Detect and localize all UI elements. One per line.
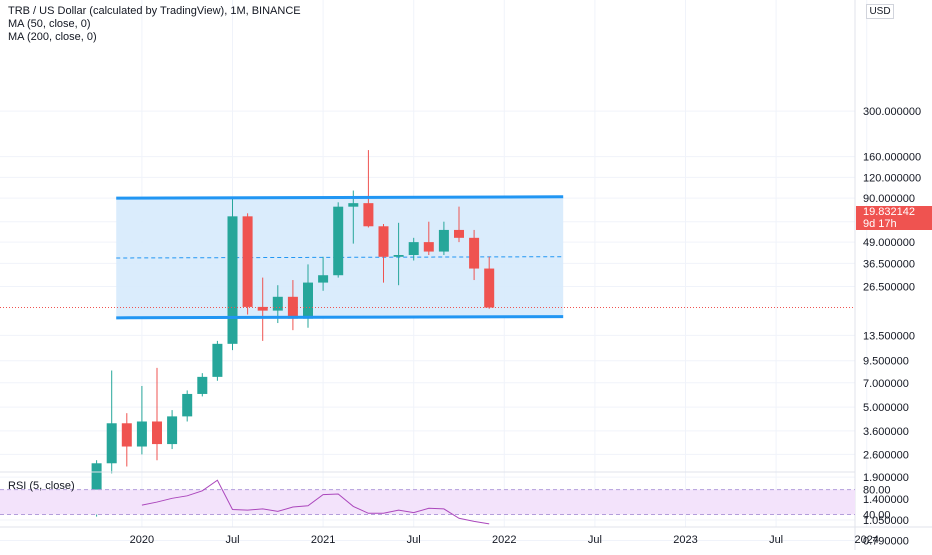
price-tick-label: 13.500000 xyxy=(863,330,915,342)
candle xyxy=(242,213,253,315)
candle xyxy=(136,385,147,455)
candle-countdown: 9d 17h xyxy=(856,218,932,230)
candle xyxy=(423,221,434,256)
price-tick-label: 5.000000 xyxy=(863,402,909,414)
candle xyxy=(121,413,132,467)
time-tick-label: 2021 xyxy=(311,534,335,546)
price-tick-label: 26.500000 xyxy=(863,282,915,294)
currency-label[interactable]: USD xyxy=(866,4,894,19)
time-tick-label: Jul xyxy=(588,534,602,546)
candle-body xyxy=(182,393,193,417)
candle-body xyxy=(423,242,434,252)
candle xyxy=(152,367,162,461)
candle-body xyxy=(212,343,223,377)
rsi-band xyxy=(0,489,855,515)
candle-body xyxy=(363,203,374,227)
candle-body xyxy=(91,463,102,505)
time-tick-label: 2024 xyxy=(854,534,878,546)
candle xyxy=(287,280,298,331)
candle xyxy=(333,202,344,278)
rsi-line xyxy=(141,479,490,525)
time-tick-label: Jul xyxy=(225,534,239,546)
candle xyxy=(197,373,208,397)
price-tick-label: 160.000000 xyxy=(863,152,921,164)
channel-upper-line xyxy=(116,195,564,200)
candle xyxy=(408,237,419,261)
rsi-tick-label: 40.00 xyxy=(863,510,891,522)
time-tick-label: 2020 xyxy=(130,534,154,546)
candle-body xyxy=(272,296,283,311)
price-tick-label: 300.000000 xyxy=(863,106,921,118)
candle-body xyxy=(257,306,268,311)
candle xyxy=(469,229,480,281)
channel-lower-line xyxy=(116,315,564,320)
rsi-tick-label: 80.00 xyxy=(863,485,891,497)
price-tick-label: 2.600000 xyxy=(863,449,909,461)
candle-body xyxy=(227,216,238,344)
candle-body xyxy=(242,216,253,307)
candle xyxy=(454,206,464,243)
candle-body xyxy=(152,421,162,445)
candle xyxy=(484,256,495,309)
time-tick-label: 2023 xyxy=(673,534,697,546)
candle xyxy=(363,150,374,228)
candle-body xyxy=(136,421,147,447)
last-price-tag: 19.832142 xyxy=(856,206,932,218)
candle-body xyxy=(333,206,344,276)
price-tick-label: 1.900000 xyxy=(863,472,909,484)
candle-body xyxy=(438,229,449,252)
candle xyxy=(167,410,178,450)
candle xyxy=(182,390,193,422)
candle-body xyxy=(318,275,329,283)
time-tick-label: 2022 xyxy=(492,534,516,546)
candle xyxy=(393,222,404,286)
price-tick-label: 9.500000 xyxy=(863,356,909,368)
candle xyxy=(348,190,359,244)
price-tick-label: 0.790000 xyxy=(863,536,909,548)
candle xyxy=(227,198,238,351)
price-tick-label: 1.400000 xyxy=(863,494,909,506)
candle-body xyxy=(167,416,178,445)
time-tick-label: Jul xyxy=(769,534,783,546)
legend-title: TRB / US Dollar (calculated by TradingVi… xyxy=(8,5,301,17)
price-tick-label: 90.000000 xyxy=(863,193,915,205)
legend-ma50[interactable]: MA (50, close, 0) xyxy=(8,18,91,30)
candle-body xyxy=(197,376,208,394)
price-tick-label: 3.600000 xyxy=(863,426,909,438)
price-tick-label: 36.500000 xyxy=(863,258,915,270)
candle-body xyxy=(121,423,132,447)
candle-body xyxy=(287,296,298,319)
candle-body xyxy=(393,255,404,257)
price-tick-label: 49.000000 xyxy=(863,237,915,249)
candle xyxy=(378,223,389,283)
candle xyxy=(106,370,117,474)
candle-body xyxy=(469,237,480,269)
candle-body xyxy=(106,423,117,464)
candle xyxy=(318,256,329,291)
candle-body xyxy=(408,242,419,256)
candle-body xyxy=(348,203,359,207)
price-tick-label: 120.000000 xyxy=(863,172,921,184)
price-tick-label: 1.050000 xyxy=(863,515,909,527)
candle-body xyxy=(484,268,495,308)
candle xyxy=(438,221,449,256)
channel-midline xyxy=(116,256,564,259)
price-tick-label: 7.000000 xyxy=(863,378,909,390)
time-tick-label: Jul xyxy=(407,534,421,546)
candle xyxy=(257,277,268,341)
candle-body xyxy=(378,226,389,257)
legend-rsi[interactable]: RSI (5, close) xyxy=(8,480,75,492)
candle xyxy=(212,340,223,381)
candle-body xyxy=(303,282,313,319)
legend-ma200[interactable]: MA (200, close, 0) xyxy=(8,31,97,43)
candle-body xyxy=(454,229,464,238)
